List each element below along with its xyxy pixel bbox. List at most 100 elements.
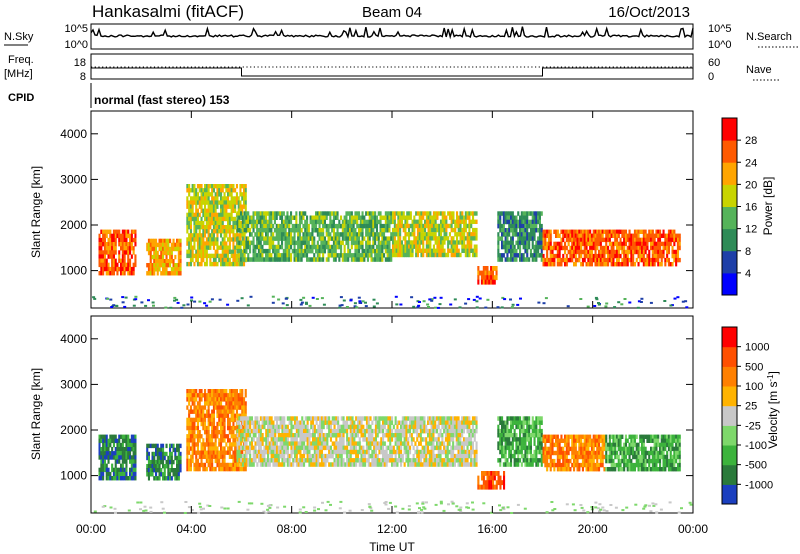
data-cell: [657, 229, 660, 234]
data-cell: [432, 248, 435, 253]
data-cell: [376, 420, 379, 425]
data-cell: [333, 424, 336, 430]
data-cell: [227, 421, 230, 427]
data-cell: [463, 219, 466, 224]
data-cell: [169, 250, 172, 256]
data-cell: [147, 472, 150, 477]
data-cell: [268, 240, 271, 246]
data-cell: [307, 257, 310, 262]
data-cell: [623, 249, 626, 255]
data-cell: [472, 219, 475, 224]
data-cell: [290, 428, 293, 434]
data-cell: [208, 300, 212, 303]
velocity-data: [93, 389, 693, 514]
data-cell: [198, 413, 201, 418]
data-cell: [327, 228, 330, 233]
data-cell: [393, 244, 396, 249]
data-cell: [188, 208, 191, 213]
data-cell: [174, 476, 177, 481]
data-cell: [234, 204, 237, 209]
data-cell: [354, 228, 357, 233]
data-cell: [286, 453, 289, 459]
data-cell: [598, 257, 601, 263]
data-cell: [639, 301, 643, 303]
data-cell: [130, 254, 133, 259]
data-cell: [598, 253, 601, 259]
data-cell: [349, 211, 352, 216]
data-cell: [244, 204, 247, 209]
data-cell: [155, 459, 158, 465]
data-cell: [118, 254, 121, 259]
data-cell: [511, 244, 514, 250]
data-cell: [132, 442, 135, 448]
data-cell: [650, 245, 653, 251]
data-cell: [361, 236, 364, 241]
data-cell: [583, 253, 586, 259]
data-cell: [503, 298, 507, 301]
data-cell: [499, 215, 502, 220]
data-cell: [338, 257, 341, 262]
data-cell: [292, 424, 295, 430]
data-cell: [540, 211, 543, 216]
data-cell: [163, 468, 166, 473]
data-cell: [265, 416, 268, 421]
data-cell: [332, 248, 335, 254]
data-cell: [288, 248, 291, 254]
data-cell: [297, 462, 300, 467]
data-cell: [212, 446, 215, 451]
data-cell: [388, 211, 391, 216]
data-cell: [420, 223, 423, 229]
data-cell: [355, 453, 358, 459]
data-cell: [346, 458, 349, 463]
data-cell: [325, 244, 328, 250]
data-cell: [464, 236, 467, 241]
data-cell: [365, 428, 368, 434]
data-cell: [243, 253, 246, 258]
data-cell: [112, 262, 115, 268]
data-cell: [313, 416, 316, 421]
data-cell: [111, 467, 114, 473]
data-cell: [124, 296, 128, 299]
data-cell: [254, 441, 257, 446]
data-cell: [328, 416, 331, 421]
data-cell: [267, 437, 270, 442]
data-cell: [288, 223, 291, 229]
data-cell: [381, 257, 384, 262]
data-cell: [214, 393, 217, 398]
data-cell: [191, 438, 194, 443]
data-cell: [114, 242, 117, 247]
data-cell: [571, 241, 574, 247]
data-cell: [198, 438, 201, 443]
data-cell: [678, 257, 681, 263]
data-cell: [315, 437, 318, 442]
data-cell: [125, 266, 128, 272]
data-cell: [226, 303, 230, 306]
data-cell: [626, 237, 629, 243]
data-cell: [196, 446, 199, 451]
data-cell: [302, 248, 305, 254]
data-cell: [302, 211, 305, 216]
data-cell: [212, 216, 215, 222]
data-cell: [172, 472, 175, 477]
data-cell: [383, 424, 386, 430]
data-cell: [459, 227, 462, 233]
data-cell: [299, 441, 302, 446]
data-cell: [230, 466, 233, 472]
data-cell: [205, 253, 208, 259]
data-cell: [511, 223, 514, 229]
data-cell: [300, 253, 303, 258]
data-cell: [499, 236, 502, 241]
data-cell: [125, 447, 128, 452]
data-cell: [188, 188, 191, 193]
data-cell: [243, 257, 246, 262]
data-cell: [311, 244, 314, 250]
data-cell: [294, 445, 297, 451]
data-cell: [232, 425, 235, 431]
data-cell: [429, 236, 432, 241]
data-cell: [301, 445, 304, 451]
data-cell: [149, 267, 152, 272]
data-cell: [461, 244, 464, 249]
data-cell: [281, 449, 284, 455]
data-cell: [347, 232, 350, 237]
data-cell: [299, 462, 302, 467]
